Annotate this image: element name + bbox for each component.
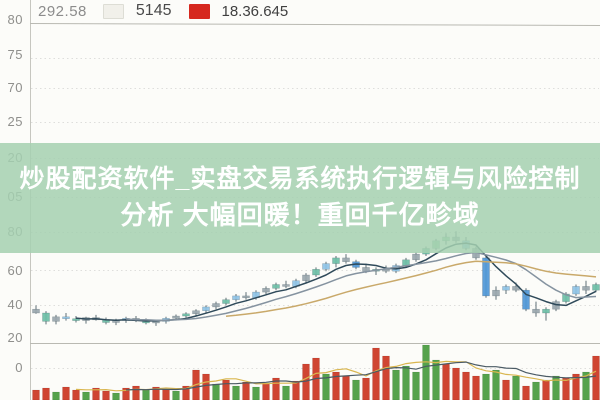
- y-tick-label: 40: [7, 297, 23, 312]
- y-tick-label: 60: [7, 263, 23, 278]
- legend-red-swatch: [189, 3, 211, 19]
- y-tick-label: 25: [7, 114, 23, 129]
- y-tick-label: 20: [7, 330, 23, 345]
- legend-amount-value: 18.36.645: [221, 2, 289, 20]
- volume-bars: [32, 344, 600, 400]
- volume-ma-lines: [75, 360, 597, 392]
- y-tick-label: 70: [7, 80, 23, 95]
- price-ma-lines: [75, 242, 597, 322]
- headline-line2: 分析 大幅回暖！重回千亿畛域: [120, 200, 480, 231]
- legend-volume-value: 5145: [135, 2, 172, 19]
- legend-price-value: 292.58: [38, 2, 87, 20]
- y-tick-label: 75: [7, 47, 23, 62]
- legend-light-swatch: [102, 3, 124, 19]
- headline-overlay: 炒股配资软件_实盘交易系统执行逻辑与风险控制 分析 大幅回暖！重回千亿畛域: [0, 143, 600, 253]
- y-tick-label: 0: [15, 360, 23, 375]
- y-tick-label: 80: [7, 12, 23, 27]
- headline-line1: 炒股配资软件_实盘交易系统执行逻辑与风险控制: [19, 165, 581, 194]
- legend-bar: 292.58 5145 18.36.645: [31, 0, 600, 22]
